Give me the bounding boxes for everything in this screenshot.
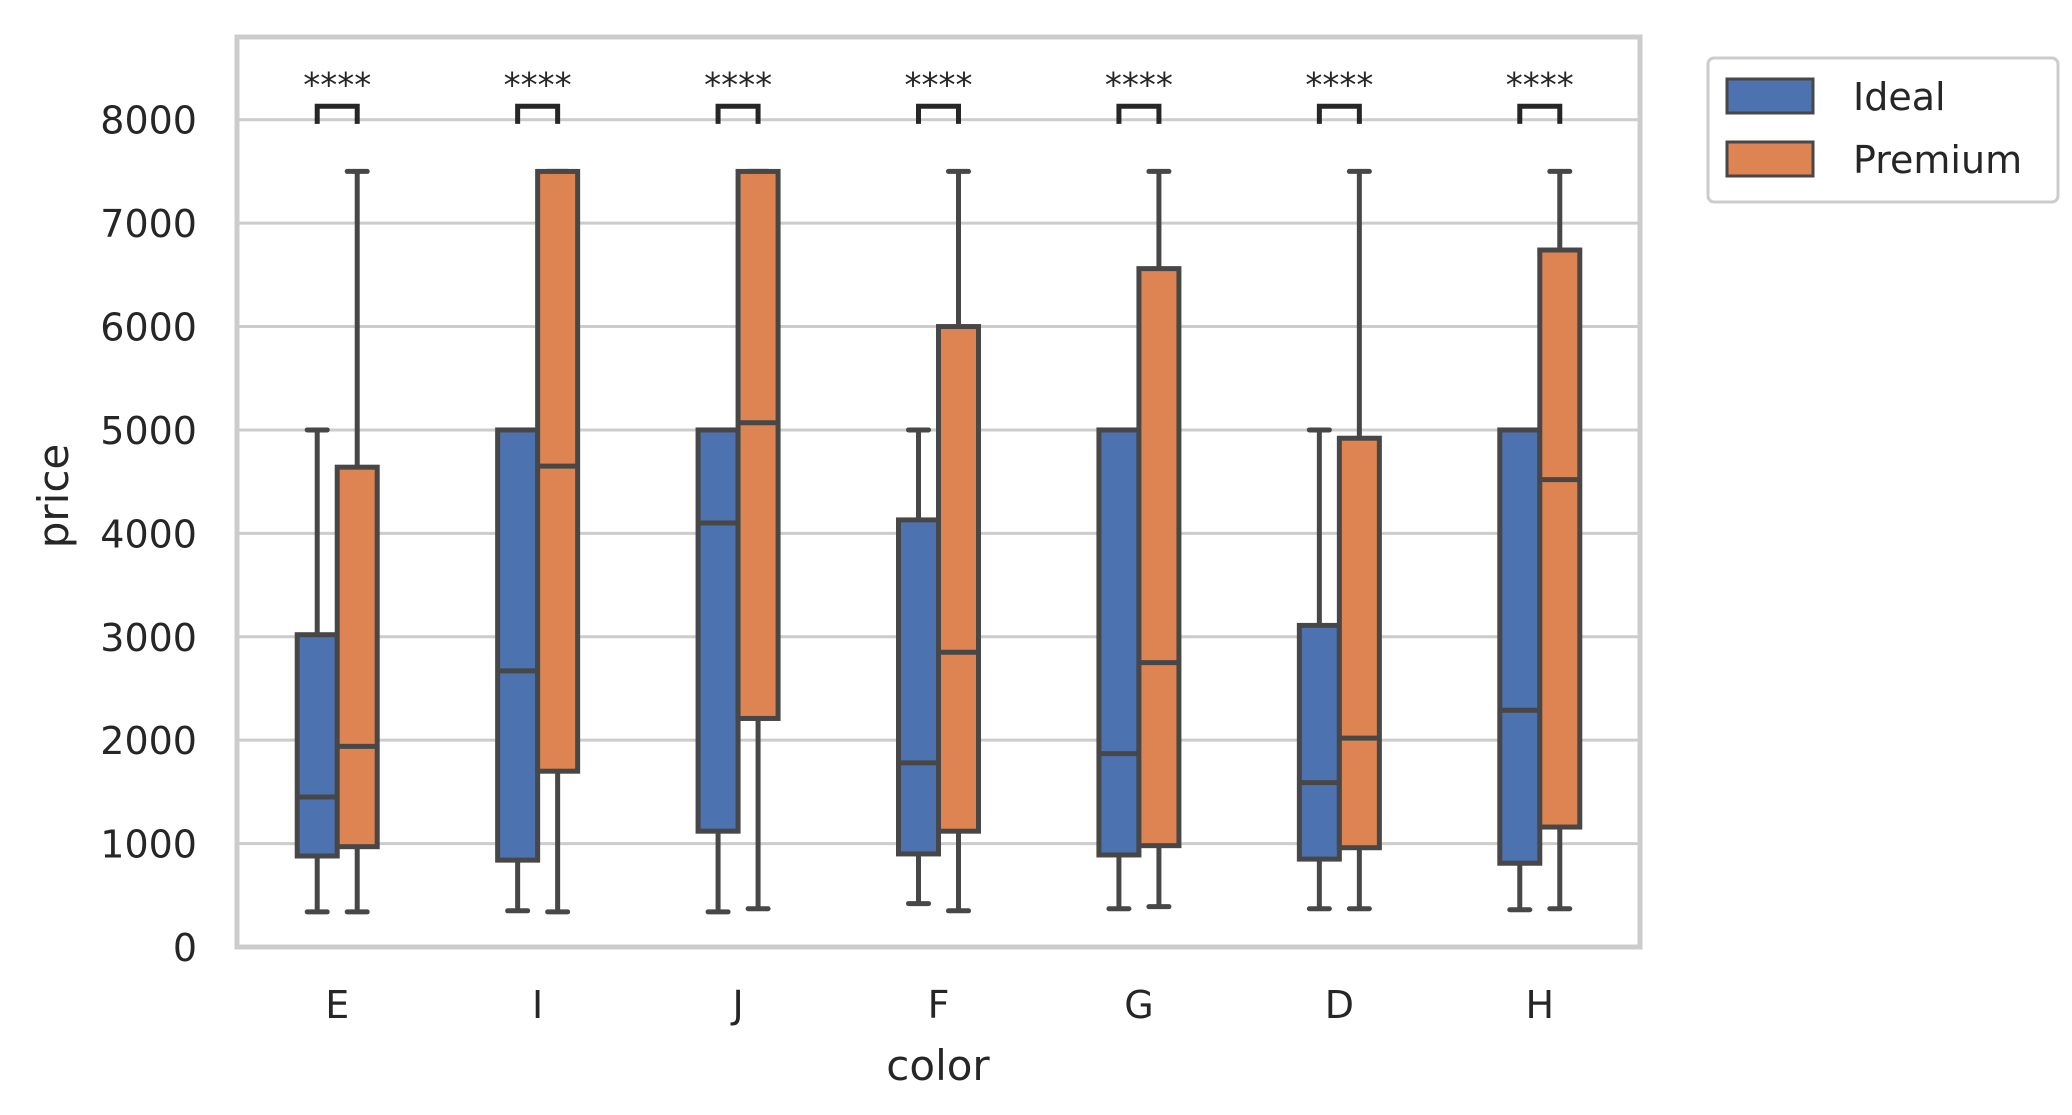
- y-tick-label: 2000: [100, 719, 197, 763]
- x-tick-label: F: [928, 983, 950, 1027]
- box-ideal-h: [1497, 427, 1543, 866]
- box-premium-e: [334, 464, 380, 850]
- legend: Ideal Premium: [1706, 56, 2060, 204]
- significance-label-i: ****: [504, 65, 572, 105]
- box-premium-d: [1336, 435, 1382, 851]
- significance-label-g: ****: [1105, 65, 1173, 105]
- significance-label-h: ****: [1506, 65, 1574, 105]
- x-tick-label: H: [1525, 983, 1554, 1027]
- box-ideal-j: [695, 427, 741, 834]
- legend-label-premium: Premium: [1853, 138, 2022, 182]
- y-tick-label: 1000: [100, 823, 197, 867]
- plot-frame: [234, 34, 1643, 950]
- significance-label-d: ****: [1305, 65, 1373, 105]
- y-axis-label: price: [29, 444, 78, 549]
- box-premium-j: [735, 168, 781, 721]
- significance-bracket-d: [1316, 103, 1362, 124]
- x-tick-label: D: [1325, 983, 1354, 1027]
- significance-annotations: **** **** **** **** **** **** ****: [303, 65, 1574, 124]
- box-premium-h: [1537, 247, 1583, 830]
- y-tick-label: 4000: [100, 512, 197, 556]
- box-ideal-i: [495, 427, 541, 863]
- significance-bracket-j: [715, 103, 761, 124]
- box-ideal-d: [1296, 622, 1342, 862]
- boxes: [294, 168, 1583, 915]
- x-tick-label: G: [1124, 983, 1153, 1027]
- legend-label-ideal: Ideal: [1853, 75, 1946, 119]
- box-premium-f: [936, 324, 981, 834]
- x-tick-label: J: [730, 983, 743, 1027]
- y-tick-labels: 0 1000 2000 3000 4000 5000 6000 7000 8000: [100, 99, 197, 970]
- box-premium-i: [535, 168, 581, 774]
- x-tick-label: I: [532, 983, 543, 1027]
- significance-bracket-h: [1517, 103, 1563, 124]
- significance-label-j: ****: [704, 65, 772, 105]
- y-tick-label: 8000: [100, 99, 197, 143]
- significance-label-e: ****: [303, 65, 371, 105]
- significance-bracket-f: [916, 103, 961, 124]
- box-ideal-g: [1096, 427, 1142, 858]
- y-tick-label: 5000: [100, 409, 197, 453]
- box-premium-g: [1136, 266, 1182, 849]
- legend-swatch-ideal: [1725, 77, 1815, 115]
- significance-label-f: ****: [905, 65, 973, 105]
- significance-bracket-g: [1116, 103, 1162, 124]
- box-ideal-e: [294, 632, 340, 859]
- x-tick-label: E: [325, 983, 349, 1027]
- box-ideal-f: [896, 517, 941, 857]
- x-axis-label: color: [886, 1041, 990, 1090]
- y-tick-label: 6000: [100, 306, 197, 350]
- y-tick-label: 0: [173, 926, 197, 970]
- significance-bracket-i: [515, 103, 561, 124]
- significance-bracket-e: [314, 103, 360, 124]
- y-tick-label: 3000: [100, 616, 197, 660]
- y-tick-label: 7000: [100, 202, 197, 246]
- legend-swatch-premium: [1725, 140, 1815, 178]
